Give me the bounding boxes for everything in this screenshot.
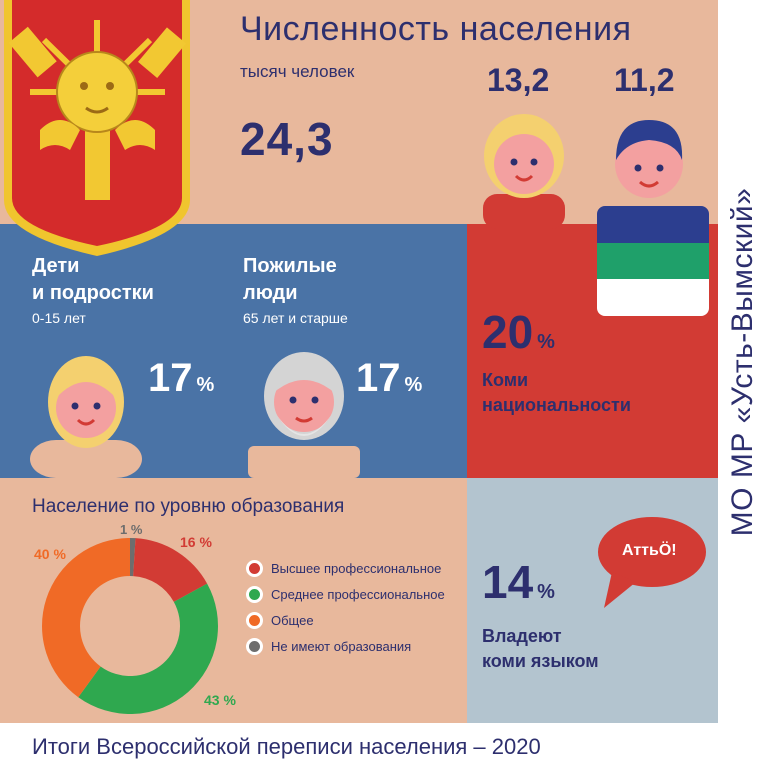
- label-none: 1 %: [120, 522, 143, 537]
- footer-bar: [0, 723, 768, 768]
- komi-percent-sign: %: [537, 331, 555, 353]
- elderly-age: 65 лет и старше: [243, 310, 348, 326]
- municipality-title: МО МР «Усть-Вымский»: [726, 187, 759, 537]
- children-percent: 17%: [148, 356, 214, 401]
- label-general: 40 %: [34, 546, 66, 562]
- coat-of-arms-icon: [4, 0, 190, 256]
- man-icon: [615, 120, 683, 198]
- elder-icon: [248, 352, 360, 478]
- speech-bubble-text: АттьÖ!: [622, 542, 677, 559]
- legend-item-higher: Высшее профессиональное: [246, 560, 445, 577]
- page-title: Численность населения: [240, 10, 632, 48]
- komi-percent: 20%: [482, 305, 555, 359]
- legend-label: Среднее профессиональное: [271, 587, 445, 602]
- komi-label-line2: национальности: [482, 395, 631, 415]
- language-percent-value: 14: [482, 556, 534, 608]
- side-bar: [718, 0, 768, 723]
- legend-item-general: Общее: [246, 612, 445, 629]
- children-percent-value: 17: [148, 356, 193, 400]
- education-legend: Высшее профессиональное Среднее професси…: [246, 560, 445, 655]
- men-count: 11,2: [614, 62, 675, 98]
- child-icon: [30, 356, 142, 478]
- slice-secondary: [78, 583, 219, 714]
- elderly-percent-value: 17: [356, 356, 401, 400]
- elderly-label-line2: люди: [243, 282, 298, 304]
- legend-label: Не имеют образования: [271, 639, 412, 654]
- legend-item-secondary: Среднее профессиональное: [246, 586, 445, 603]
- population-total: 24,3: [240, 113, 334, 165]
- language-label-line1: Владеют: [482, 626, 562, 646]
- elderly-percent-sign: %: [404, 374, 423, 396]
- elderly-label-line1: Пожилые: [243, 255, 337, 277]
- children-label-line2: и подростки: [32, 282, 154, 304]
- language-percent-sign: %: [537, 581, 555, 603]
- legend-item-none: Не имеют образования: [246, 638, 445, 655]
- legend-dot-icon: [246, 560, 263, 577]
- legend-label: Высшее профессиональное: [271, 561, 442, 576]
- population-unit: тысяч человек: [240, 62, 355, 81]
- elderly-label: Пожилые люди: [243, 253, 337, 307]
- footer-text: Итоги Всероссийской переписи населения –…: [32, 734, 541, 759]
- komi-label-line1: Коми: [482, 370, 529, 390]
- legend-dot-icon: [246, 612, 263, 629]
- education-donut-chart: [42, 538, 219, 714]
- language-panel: [467, 478, 718, 723]
- woman-icon: [483, 114, 565, 229]
- legend-dot-icon: [246, 638, 263, 655]
- education-title: Население по уровню образования: [32, 496, 345, 517]
- slice-none: [130, 538, 136, 577]
- women-count: 13,2: [487, 62, 550, 98]
- language-label: Владеют коми языком: [482, 624, 599, 674]
- language-percent: 14%: [482, 555, 555, 609]
- children-percent-sign: %: [196, 374, 215, 396]
- legend-label: Общее: [271, 613, 314, 628]
- komi-label: Коми национальности: [482, 368, 631, 418]
- legend-dot-icon: [246, 586, 263, 603]
- children-label: Дети и подростки: [32, 253, 154, 307]
- slice-higher: [133, 538, 208, 602]
- language-label-line2: коми языком: [482, 651, 599, 671]
- children-age: 0-15 лет: [32, 310, 86, 326]
- label-higher: 16 %: [180, 534, 212, 550]
- slice-general: [42, 538, 130, 698]
- elderly-percent: 17%: [356, 356, 422, 401]
- komi-percent-value: 20: [482, 306, 534, 358]
- label-secondary: 43 %: [204, 692, 236, 708]
- komi-flag-icon: [597, 206, 709, 316]
- children-label-line1: Дети: [32, 255, 80, 277]
- speech-bubble-icon: [598, 517, 706, 608]
